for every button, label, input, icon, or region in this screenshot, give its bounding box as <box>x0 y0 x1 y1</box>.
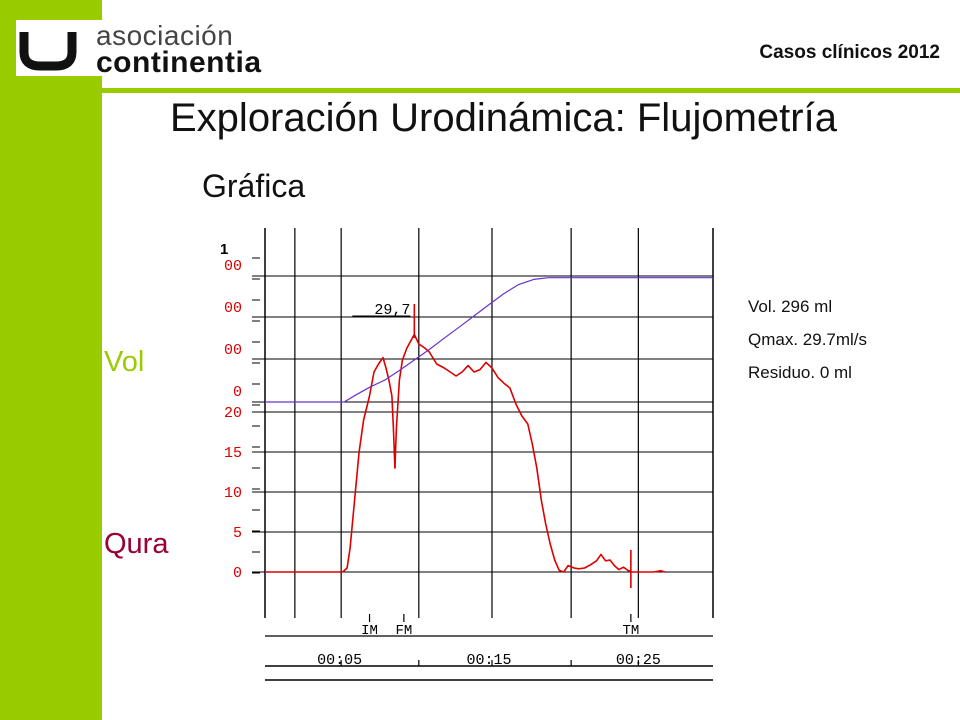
page-title: Exploración Urodinámica: Flujometría <box>170 96 837 140</box>
stat-residual: Residuo. 0 ml <box>748 363 852 382</box>
stats-panel: Vol. 296 ml Qmax. 29.7ml/s Residuo. 0 ml <box>748 290 867 389</box>
time-tick-label: 00:25 <box>616 652 661 669</box>
flow-tick-label: 10 <box>224 485 242 502</box>
logo-text-line1: asociación <box>96 20 234 51</box>
flow-tick-label: 0 <box>233 565 242 582</box>
qmax-annotation: 29,7 <box>374 302 410 319</box>
stat-volume: Vol. 296 ml <box>748 297 833 316</box>
page-subtitle: Gráfica <box>202 168 306 204</box>
flow-tick-label: 15 <box>224 445 242 462</box>
volume-tick-label: 00 <box>224 300 242 317</box>
time-tick-label: 00:15 <box>466 652 511 669</box>
volume-tick-label: 00 <box>224 258 242 275</box>
event-label: Casos clínicos 2012 <box>759 42 940 63</box>
vol-label: Vol <box>104 346 145 378</box>
header-divider <box>102 88 960 93</box>
stat-qmax: Qmax. 29.7ml/s <box>748 330 868 349</box>
volume-top-label: 1 <box>220 241 228 258</box>
accent-sidebar <box>0 0 102 720</box>
logo-text-line2: continentia <box>96 46 262 79</box>
volume-series-line <box>265 277 713 403</box>
qura-label: Qura <box>104 528 169 560</box>
event-marker-label: IM <box>361 623 378 639</box>
volume-tick-label: 00 <box>224 342 242 359</box>
flow-series-line <box>265 333 666 573</box>
flow-tick-label: 5 <box>233 525 242 542</box>
event-marker-label: TM <box>622 623 639 639</box>
logo: asociación continentia <box>16 20 276 79</box>
flow-tick-label: 20 <box>224 405 242 422</box>
event-marker-label: FM <box>395 623 412 639</box>
logo-u-icon <box>19 32 77 71</box>
time-tick-label: 00:05 <box>317 652 362 669</box>
volume-tick-label: 0 <box>233 384 242 401</box>
